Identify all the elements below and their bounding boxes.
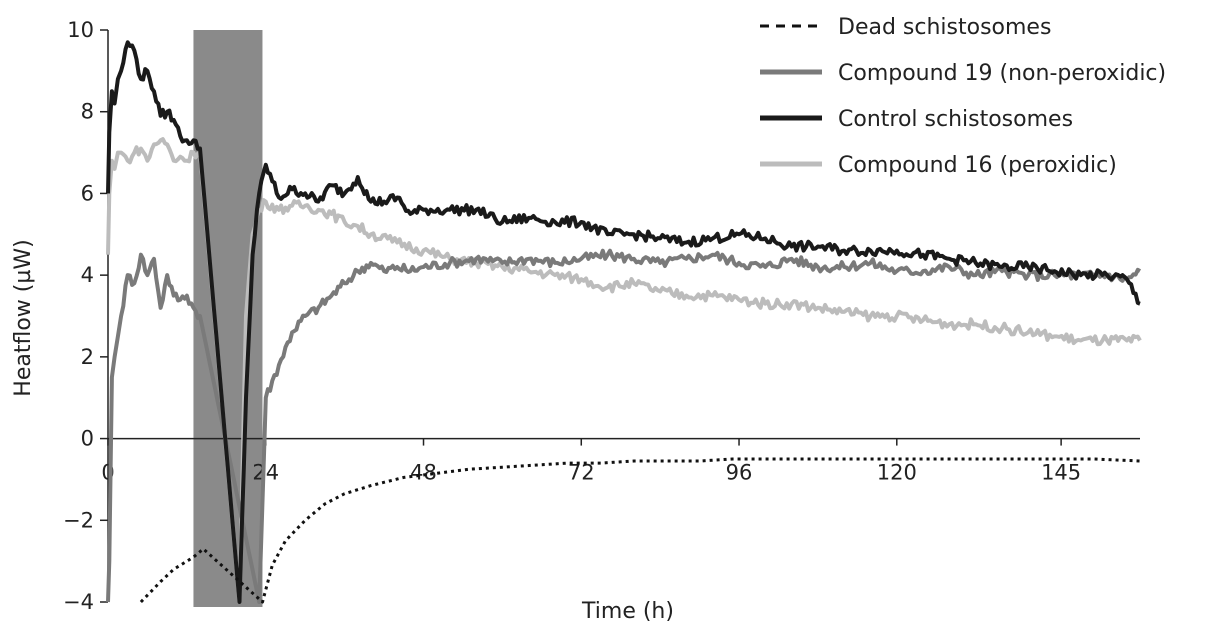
shaded-interval: [193, 30, 263, 607]
y-tick-label: 8: [81, 100, 94, 124]
y-tick-label: 6: [81, 181, 94, 205]
series-line-2: [106, 40, 1141, 604]
legend-label-dead: Dead schistosomes: [838, 15, 1051, 40]
y-tick-label: −2: [63, 508, 94, 532]
y-ticks: −4 −2 0 2 4 6 8 10: [63, 18, 108, 614]
y-tick-label: 2: [81, 345, 94, 369]
x-tick-label: 96: [726, 461, 753, 485]
x-tick-label: 145: [1041, 461, 1081, 485]
x-tick-label: 0: [101, 461, 114, 485]
legend: Dead schistosomes Compound 19 (non-perox…: [760, 15, 1166, 178]
series-layer: [106, 40, 1142, 604]
y-tick-label: 4: [81, 263, 94, 287]
series-line-0: [139, 457, 1141, 604]
series-line-1: [106, 248, 1142, 604]
y-tick-label: −4: [63, 590, 94, 614]
legend-label-control: Control schistosomes: [838, 107, 1073, 132]
series-line-3: [106, 137, 1142, 604]
x-ticks: 0 24 48 72 96 120 145: [101, 438, 1081, 485]
y-axis-title: Heatflow (µW): [11, 239, 36, 396]
legend-label-compound16: Compound 16 (peroxidic): [838, 153, 1117, 178]
y-tick-label: 10: [67, 18, 94, 42]
legend-label-compound19: Compound 19 (non-peroxidic): [838, 61, 1166, 86]
x-tick-label: 120: [877, 461, 917, 485]
x-tick-label: 24: [252, 461, 279, 485]
x-axis-title: Time (h): [581, 599, 674, 624]
y-tick-label: 0: [81, 427, 94, 451]
